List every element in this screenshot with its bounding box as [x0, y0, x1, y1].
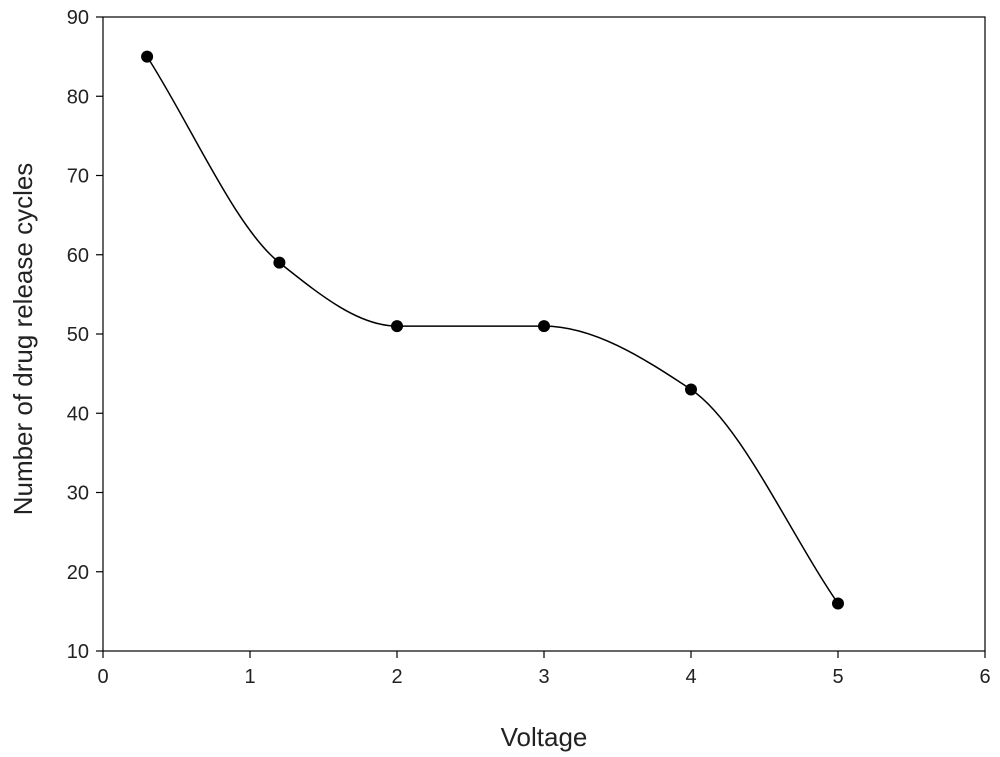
x-tick-label: 6: [979, 666, 990, 688]
y-tick-label: 90: [67, 7, 89, 29]
y-tick-label: 30: [67, 483, 89, 505]
data-point: [685, 383, 697, 396]
y-tick-label: 70: [67, 166, 89, 188]
x-tick-label: 0: [97, 666, 108, 688]
x-tick-label: 4: [685, 666, 696, 688]
series-line: [146, 56, 839, 604]
data-point: [538, 320, 550, 333]
y-axis-title: Number of drug release cycles: [8, 163, 38, 516]
data-point: [273, 256, 286, 269]
x-tick-label: 1: [244, 666, 255, 688]
y-tick-label: 10: [67, 641, 89, 663]
plot-area: [102, 16, 986, 652]
y-tick-label: 20: [67, 562, 89, 584]
y-tick-label: 40: [67, 403, 89, 425]
y-tick-label: 80: [67, 86, 89, 108]
y-axis: 10 20 30 40 50 60 70 80 90: [67, 7, 103, 663]
y-tick-label: 50: [67, 324, 89, 346]
x-axis-title: Voltage: [501, 722, 588, 752]
x-axis: 0 1 2 3 4 5 6: [97, 651, 991, 688]
x-tick-label: 2: [391, 666, 402, 688]
x-tick-label: 5: [832, 666, 843, 688]
data-point: [141, 50, 154, 63]
data-point: [391, 320, 403, 333]
x-tick-label: 3: [538, 666, 549, 688]
series-markers: [141, 50, 844, 610]
y-tick-label: 60: [67, 245, 89, 267]
data-point: [832, 597, 844, 610]
